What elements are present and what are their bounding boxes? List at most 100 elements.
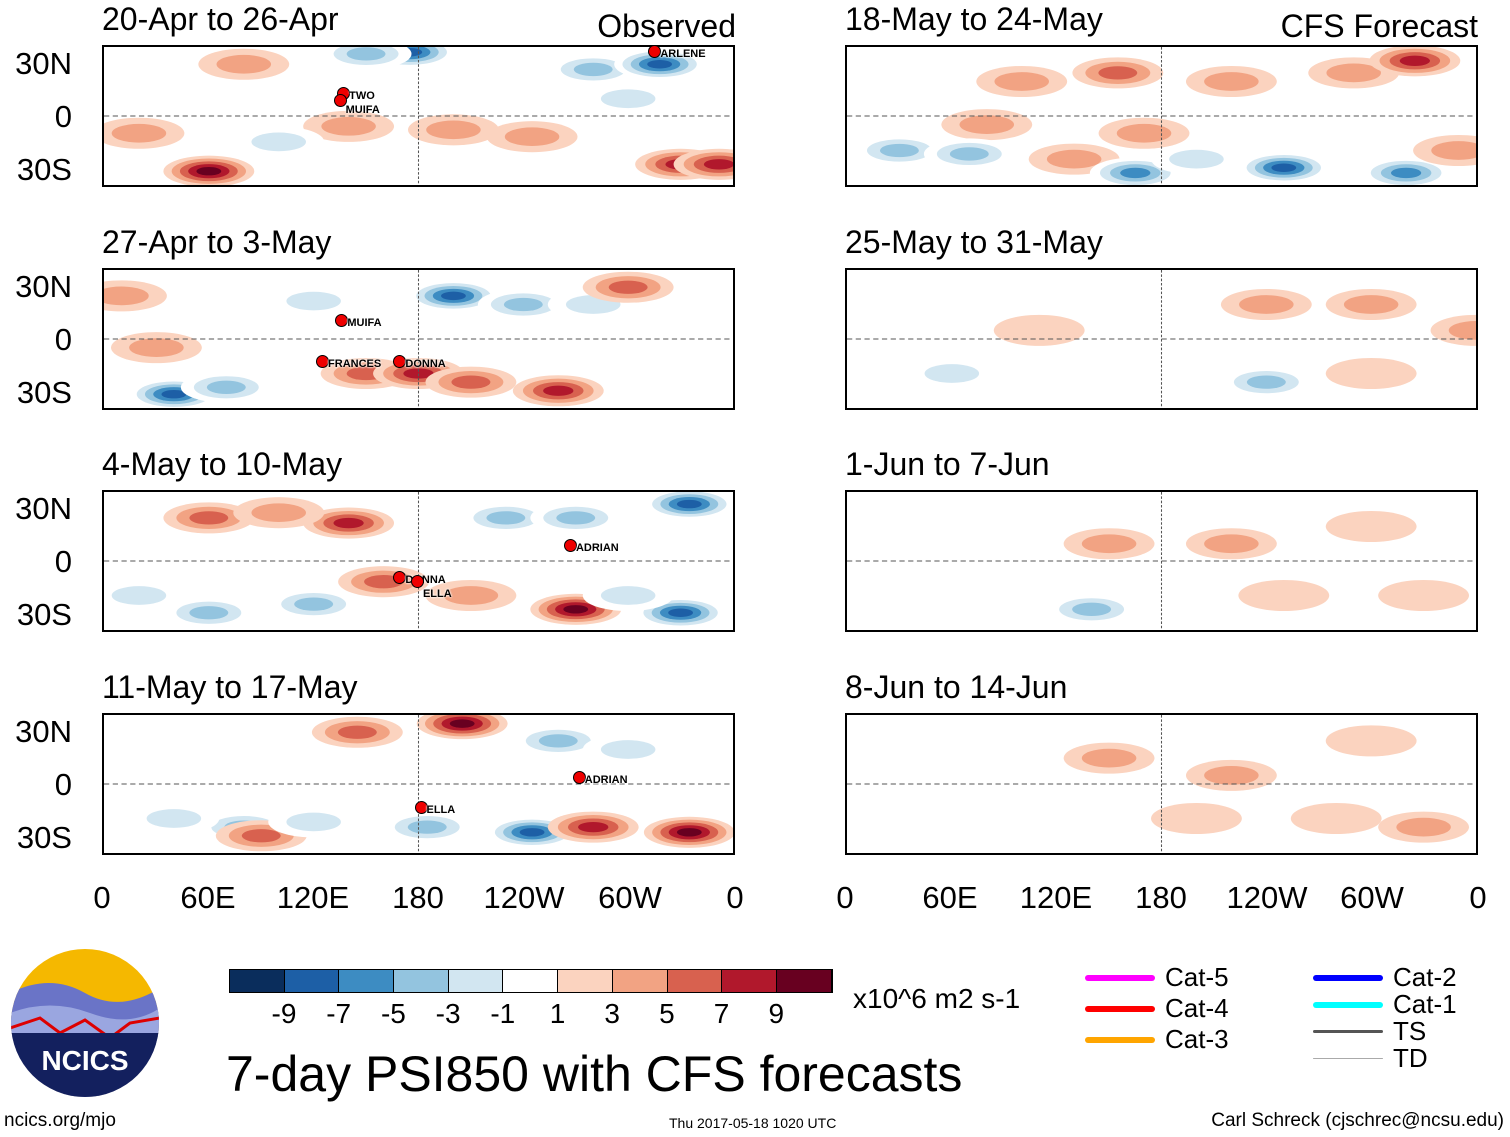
anomaly-contour xyxy=(1325,510,1417,543)
storm-label: ADRIAN xyxy=(575,542,619,555)
lon-label: 120W xyxy=(483,880,565,915)
storm-icon xyxy=(648,44,662,58)
storm-icon xyxy=(335,313,349,327)
storm-legend-item: Cat-4 xyxy=(1085,993,1229,1024)
lon-label: 60E xyxy=(180,880,236,915)
lon-label: 0 xyxy=(1469,880,1487,915)
legend-line-icon xyxy=(1313,1001,1383,1008)
colorbar-swatch xyxy=(667,970,723,992)
storm-label: MUIFA xyxy=(347,316,382,329)
anomaly-contour xyxy=(1063,366,1155,398)
lon-label: 120E xyxy=(1019,880,1093,915)
lon-label: 0 xyxy=(726,880,744,915)
anomaly-contour xyxy=(268,806,360,838)
anomaly-contour xyxy=(320,47,412,70)
lon-label: 180 xyxy=(392,880,444,915)
panel-title: 18-May to 24-May xyxy=(845,1,1103,37)
colorbar-label: -1 xyxy=(490,998,516,1029)
anomaly-contour xyxy=(582,733,674,766)
anomaly-contour xyxy=(311,716,403,748)
footer-credit: Carl Schreck (cjschrec@ncsu.edu) xyxy=(1211,1110,1504,1131)
colorbar-swatch xyxy=(558,970,613,992)
lat-label: 30S xyxy=(16,820,72,855)
map-panel: MUIFA FRANCES DONNA xyxy=(102,268,735,410)
anomaly-contour xyxy=(643,492,733,520)
anomaly-contour xyxy=(163,597,255,629)
legend-label: Cat-3 xyxy=(1165,1024,1229,1054)
anomaly-contour xyxy=(906,571,998,603)
lat-label: 0 xyxy=(54,322,72,357)
anomaly-contour xyxy=(547,53,639,85)
footer-url[interactable]: ncics.org/mjo xyxy=(4,1110,116,1131)
ncics-logo: NCICS xyxy=(11,949,159,1097)
anomaly-contour xyxy=(847,306,928,338)
anomaly-contour xyxy=(381,811,473,843)
storm-legend-item: Cat-1 xyxy=(1313,989,1457,1020)
legend-line-icon xyxy=(1313,974,1383,981)
anomaly-contour xyxy=(853,134,945,167)
colorbar-swatch xyxy=(230,970,285,992)
anomaly-contour xyxy=(268,588,360,620)
anomaly-contour xyxy=(460,502,552,534)
legend-line-icon xyxy=(1085,974,1155,981)
anomaly-contour xyxy=(1430,314,1476,346)
anomaly-contour xyxy=(1098,117,1190,149)
anomaly-contour xyxy=(1220,288,1312,321)
anomaly-contour xyxy=(1378,811,1470,843)
storm-icon xyxy=(414,801,428,815)
colorbar-label: -9 xyxy=(271,998,297,1029)
legend-line-icon xyxy=(1313,1058,1383,1059)
storm-icon xyxy=(410,574,424,588)
storm-label: ELLA xyxy=(422,588,452,601)
anomaly-contour xyxy=(1185,759,1277,791)
panel-title: 4-May to 10-May xyxy=(102,446,343,482)
storm-label: ARLENE xyxy=(660,47,706,60)
anomaly-contour xyxy=(1413,134,1476,167)
anomaly-contour xyxy=(512,375,604,407)
anomaly-contour xyxy=(233,126,325,158)
colorbar-swatch xyxy=(503,970,559,992)
footer-timestamp: Thu 2017-05-18 1020 UTC xyxy=(669,1115,837,1131)
anomaly-contour xyxy=(303,110,395,142)
storm-icon xyxy=(393,571,407,585)
anomaly-contour xyxy=(530,502,622,534)
anomaly-contour xyxy=(1325,288,1417,321)
map-panel: ADRIAN DONNA ELLA xyxy=(102,490,735,632)
legend-label: Cat-4 xyxy=(1165,993,1229,1023)
lat-label: 0 xyxy=(54,544,72,579)
map-panel xyxy=(845,45,1478,187)
storm-icon xyxy=(393,354,407,368)
storm-label: MUIFA xyxy=(345,104,380,117)
anomaly-contour xyxy=(547,811,639,843)
lat-label: 0 xyxy=(54,99,72,134)
anomaly-contour xyxy=(906,751,998,783)
anomaly-contour xyxy=(1063,528,1155,560)
anomaly-contour xyxy=(923,138,1015,170)
anomaly-contour xyxy=(1369,47,1461,77)
anomaly-contour xyxy=(303,507,395,539)
anomaly-contour xyxy=(1238,579,1330,612)
svg-text:NCICS: NCICS xyxy=(41,1045,128,1076)
legend-label: Cat-1 xyxy=(1393,989,1457,1019)
anomaly-contour xyxy=(425,366,517,398)
anomaly-contour xyxy=(1220,366,1312,398)
anomaly-contour xyxy=(582,83,674,115)
figure-title: 7-day PSI850 with CFS forecasts xyxy=(226,1046,963,1102)
anomaly-contour xyxy=(477,288,569,321)
lat-label: 30N xyxy=(15,491,72,526)
lon-label: 60E xyxy=(922,880,978,915)
storm-icon xyxy=(563,539,577,553)
anomaly-contour xyxy=(582,579,674,612)
anomaly-contour xyxy=(268,285,360,317)
map-panel xyxy=(845,490,1478,632)
lat-label: 30N xyxy=(15,46,72,81)
anomaly-contour xyxy=(408,280,499,312)
anomaly-contour xyxy=(110,332,202,364)
colorbar-label: 1 xyxy=(549,998,566,1029)
anomaly-contour xyxy=(941,109,1033,141)
colorbar-swatch xyxy=(448,970,504,992)
storm-icon xyxy=(333,94,347,108)
colorbar-label: -7 xyxy=(326,998,352,1029)
lat-label: 30S xyxy=(16,152,72,187)
panel-title: 25-May to 31-May xyxy=(845,224,1103,260)
